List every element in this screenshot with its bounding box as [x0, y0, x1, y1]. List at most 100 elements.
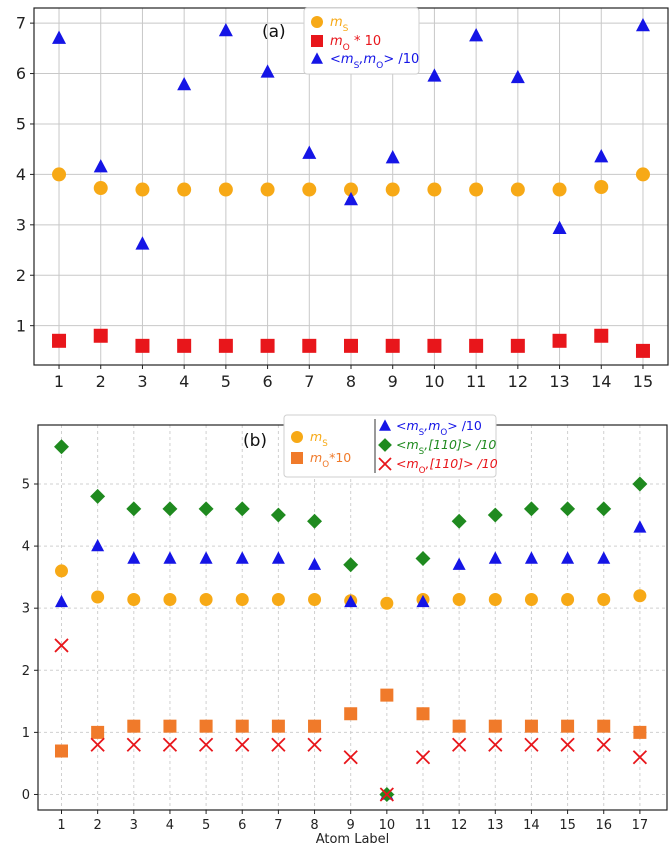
data-point-ms_mo [93, 159, 108, 173]
x-tick-label: 10 [424, 372, 444, 391]
data-point-ms [93, 181, 108, 196]
data-point-ms [271, 592, 285, 606]
data-point-mo [218, 338, 233, 353]
legend-box [303, 7, 420, 75]
data-point-mo [552, 333, 567, 348]
data-point-mo_110 [198, 737, 214, 752]
x-tick-label: 13 [487, 818, 504, 833]
y-tick-label: 6 [16, 64, 26, 83]
data-point-ms_110 [415, 551, 431, 566]
x-axis-label: Atom Label [316, 832, 390, 847]
panel-label: (b) [243, 431, 267, 451]
data-point-ms [218, 182, 233, 197]
series-mo [52, 328, 650, 358]
x-tick-label: 14 [523, 818, 540, 833]
x-tick-label: 10 [379, 818, 396, 833]
data-point-ms [177, 182, 192, 197]
data-point-ms_mo [199, 551, 213, 564]
data-point-ms [344, 182, 358, 197]
y-tick-label: 4 [22, 540, 30, 555]
data-point-ms_110 [90, 488, 106, 504]
data-point-ms_mo [135, 236, 150, 250]
series-ms_mo [52, 17, 650, 250]
data-point-ms [260, 182, 275, 197]
x-tick-label: 1 [57, 818, 65, 833]
legend-marker-ms_110 [378, 438, 392, 452]
data-point-mo_110 [307, 737, 322, 752]
x-tick-label: 8 [346, 372, 356, 391]
data-point-mo [594, 328, 609, 343]
panel-label: (a) [262, 22, 286, 42]
data-point-ms_110 [126, 501, 142, 517]
data-point-mo [344, 338, 358, 353]
data-point-ms_mo [177, 76, 192, 91]
data-point-mo [452, 719, 466, 733]
x-tick-label: 2 [94, 818, 102, 833]
data-point-mo_110 [596, 737, 611, 752]
data-point-ms_mo [416, 594, 430, 608]
y-tick-label: 1 [22, 726, 30, 741]
data-point-mo [633, 725, 647, 739]
y-tick-label: 7 [16, 14, 26, 33]
x-tick-label: 11 [415, 818, 432, 833]
data-point-mo [561, 719, 575, 733]
y-tick-label: 5 [16, 115, 26, 134]
data-point-mo_110 [271, 737, 286, 752]
data-point-mo [510, 338, 525, 353]
data-point-ms [594, 180, 609, 195]
series-mo [54, 688, 647, 758]
x-tick-label: 9 [347, 818, 355, 833]
x-tick-label: 13 [549, 372, 569, 391]
data-point-ms_mo [127, 551, 141, 564]
data-point-mo_110 [90, 737, 105, 752]
data-point-mo [199, 719, 213, 733]
data-point-ms [469, 182, 484, 197]
data-point-mo [135, 338, 150, 353]
y-tick-label: 3 [16, 215, 26, 234]
series-mo_110 [54, 638, 648, 802]
x-tick-label: 16 [595, 818, 612, 833]
data-point-ms [452, 592, 466, 606]
data-point-ms [199, 592, 213, 606]
y-tick-label: 2 [16, 266, 26, 285]
legend-label-ms: mS [330, 15, 349, 34]
data-point-mo [344, 707, 358, 721]
x-tick-label: 7 [274, 818, 282, 833]
data-point-mo_110 [452, 737, 467, 752]
x-tick-label: 4 [179, 372, 189, 391]
data-point-mo_110 [343, 750, 358, 765]
x-tick-label: 15 [559, 818, 576, 833]
data-point-mo [302, 338, 317, 353]
x-tick-label: 4 [166, 818, 174, 833]
data-point-ms_mo [427, 68, 442, 82]
plot-frame [37, 424, 668, 811]
data-point-ms_110 [307, 513, 323, 529]
legend-marker-mo [291, 452, 303, 464]
data-point-mo [260, 338, 275, 353]
y-tick-label: 0 [22, 788, 30, 803]
data-point-ms [597, 592, 611, 606]
legend-marker-ms [311, 16, 323, 28]
data-point-ms [488, 592, 502, 606]
data-point-ms [302, 182, 317, 197]
data-point-ms_mo [594, 149, 609, 163]
data-point-mo_110 [126, 737, 141, 752]
data-point-ms [385, 182, 400, 197]
legend-label-ms: mS [310, 429, 328, 449]
data-point-mo_110 [379, 787, 394, 802]
data-point-ms_mo [235, 551, 249, 564]
x-tick-label: 12 [451, 818, 468, 833]
data-point-ms_mo [91, 538, 105, 552]
data-point-ms_110 [234, 501, 250, 517]
data-point-mo [163, 719, 177, 733]
x-tick-label: 3 [130, 818, 138, 833]
data-point-mo [380, 688, 394, 702]
data-point-ms_mo [488, 551, 502, 564]
data-point-ms [52, 167, 67, 182]
x-tick-label: 3 [137, 372, 147, 391]
data-point-ms_110 [162, 501, 178, 517]
legend-label-ms_mo: <mS,mO> /10 [330, 52, 419, 71]
